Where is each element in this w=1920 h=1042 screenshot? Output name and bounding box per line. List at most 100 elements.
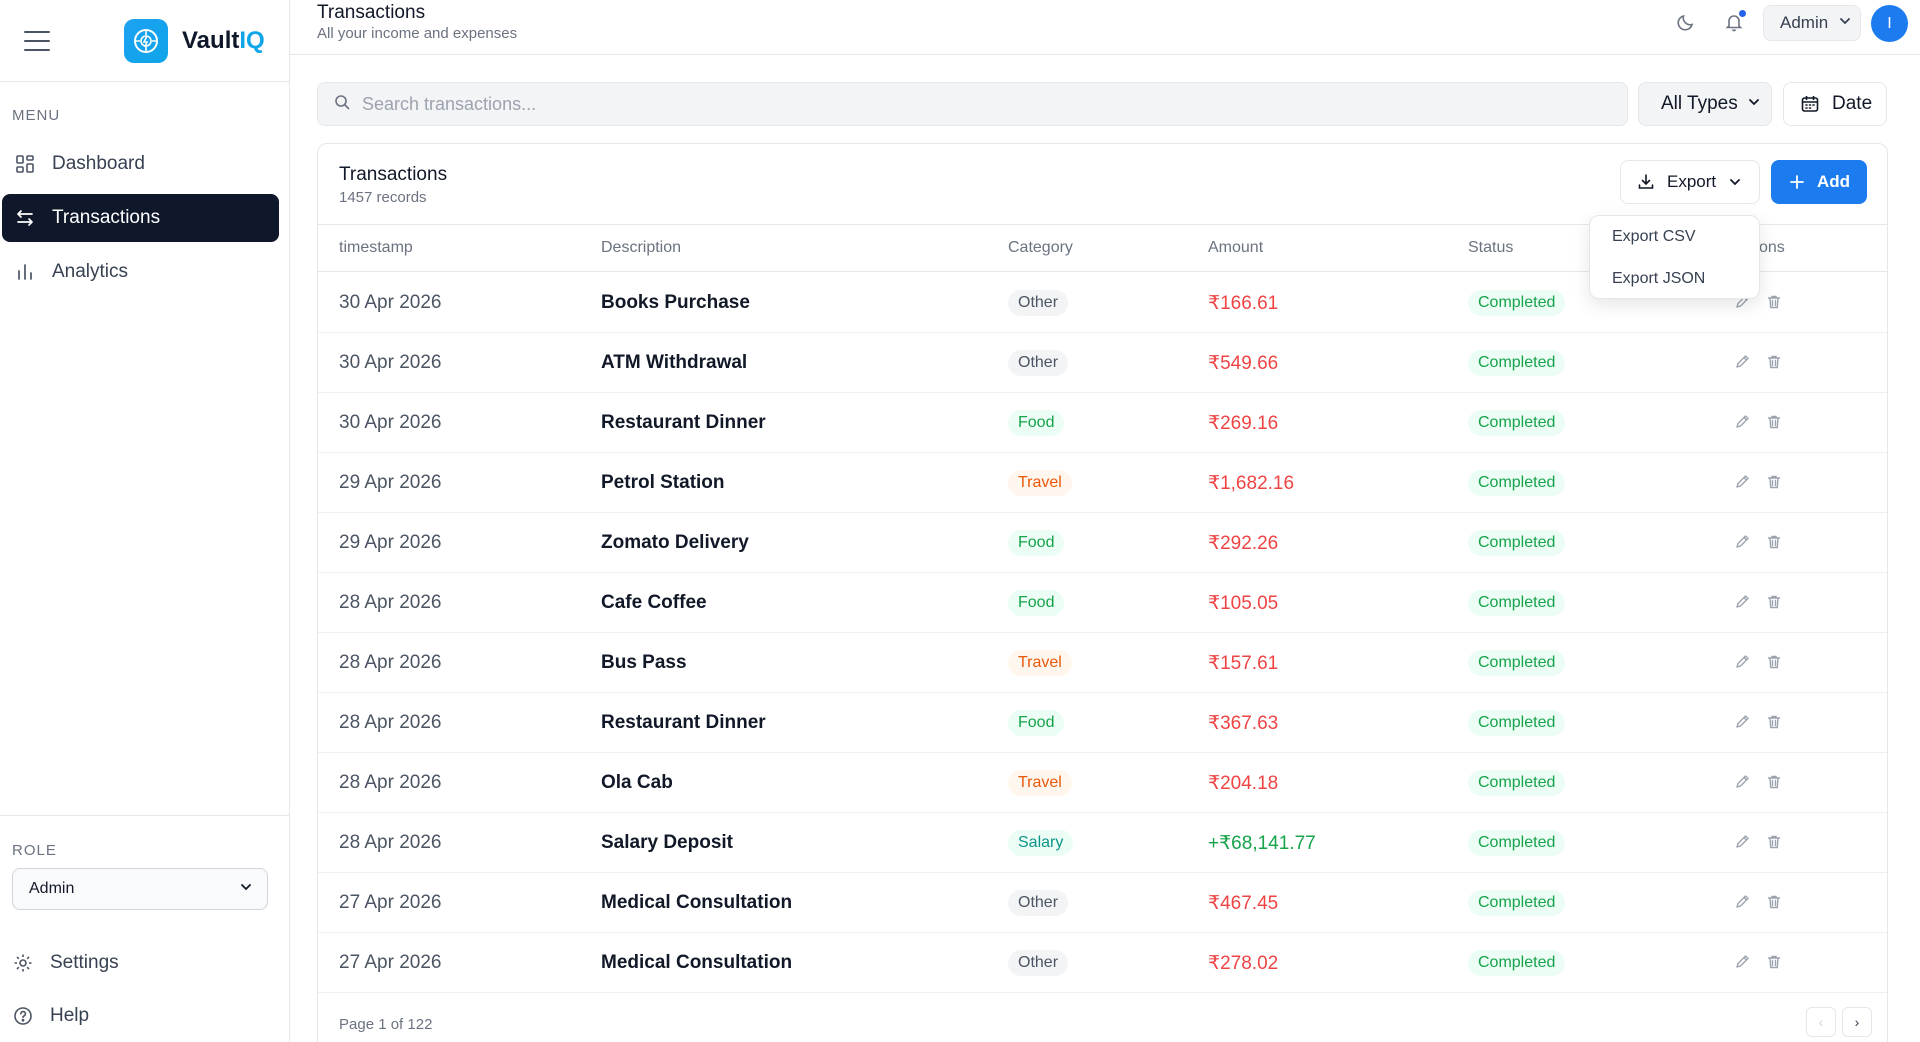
table-row[interactable]: 28 Apr 2026 Restaurant Dinner Food ₹367.63 C… — [318, 693, 1887, 753]
next-page-button[interactable]: › — [1842, 1007, 1872, 1037]
row-description: Bus Pass — [601, 652, 687, 673]
bell-icon[interactable] — [1722, 10, 1746, 34]
edit-pencil-icon[interactable] — [1731, 591, 1753, 613]
delete-trash-icon[interactable] — [1763, 651, 1785, 673]
status-badge: Completed — [1468, 890, 1566, 916]
row-amount: ₹1,682.16 — [1208, 473, 1295, 494]
edit-pencil-icon[interactable] — [1731, 351, 1753, 373]
edit-pencil-icon[interactable] — [1731, 471, 1753, 493]
category-badge: Food — [1008, 530, 1065, 556]
category-badge: Other — [1008, 290, 1069, 316]
row-date: 29 Apr 2026 — [339, 532, 442, 553]
notification-dot — [1739, 10, 1746, 17]
delete-trash-icon[interactable] — [1763, 291, 1785, 313]
settings-link[interactable]: Settings — [12, 952, 119, 974]
row-amount: ₹549.66 — [1208, 353, 1279, 374]
sidebar-item-transactions[interactable]: Transactions — [2, 194, 279, 242]
status-badge: Completed — [1468, 650, 1566, 676]
table-row[interactable]: 30 Apr 2026 Restaurant Dinner Food ₹269.16 C… — [318, 393, 1887, 453]
sidebar-item-analytics[interactable]: Analytics — [2, 248, 279, 296]
row-amount: +₹68,141.77 — [1208, 833, 1316, 854]
table-row[interactable]: 28 Apr 2026 Cafe Coffee Food ₹105.05 Complet… — [318, 573, 1887, 633]
column-header-amount[interactable]: Amount — [1208, 239, 1264, 256]
row-date: 30 Apr 2026 — [339, 352, 442, 373]
sidebar: VaultIQ MENU Dashboard Transactions Anal… — [0, 0, 290, 1042]
export-json-option[interactable]: Export JSON — [1612, 270, 1706, 287]
delete-trash-icon[interactable] — [1763, 591, 1785, 613]
delete-trash-icon[interactable] — [1763, 411, 1785, 433]
help-circle-icon — [12, 1005, 34, 1027]
row-date: 29 Apr 2026 — [339, 472, 442, 493]
table-row[interactable]: 28 Apr 2026 Salary Deposit Salary +₹68,141.… — [318, 813, 1887, 873]
row-category: Other — [1008, 290, 1069, 316]
table-row[interactable]: 28 Apr 2026 Ola Cab Travel ₹204.18 Completed — [318, 753, 1887, 813]
edit-pencil-icon[interactable] — [1731, 831, 1753, 853]
edit-pencil-icon[interactable] — [1731, 411, 1753, 433]
delete-trash-icon[interactable] — [1763, 351, 1785, 373]
export-dropdown-menu: Export CSV Export JSON — [1589, 215, 1760, 299]
edit-pencil-icon[interactable] — [1731, 891, 1753, 913]
delete-trash-icon[interactable] — [1763, 951, 1785, 973]
hamburger-menu-icon[interactable] — [24, 30, 50, 51]
column-header-category[interactable]: Category — [1008, 239, 1073, 256]
status-badge: Completed — [1468, 590, 1566, 616]
role-section-label: ROLE — [12, 842, 57, 859]
row-actions — [1731, 651, 1785, 673]
settings-label: Settings — [50, 952, 119, 973]
user-menu-label: Admin — [1780, 13, 1829, 32]
table-row[interactable]: 27 Apr 2026 Medical Consultation Other ₹278… — [318, 933, 1887, 993]
edit-pencil-icon[interactable] — [1731, 951, 1753, 973]
edit-pencil-icon[interactable] — [1731, 651, 1753, 673]
status-badge: Completed — [1468, 290, 1566, 316]
edit-pencil-icon[interactable] — [1731, 531, 1753, 553]
category-badge: Travel — [1008, 470, 1072, 496]
column-header-description[interactable]: Description — [601, 239, 682, 256]
help-link[interactable]: Help — [12, 1005, 89, 1027]
delete-trash-icon[interactable] — [1763, 891, 1785, 913]
row-category: Travel — [1008, 470, 1072, 496]
row-actions — [1731, 831, 1785, 853]
sidebar-header: VaultIQ — [0, 0, 289, 82]
role-select[interactable]: Admin — [12, 868, 268, 910]
column-header-timestamp[interactable]: timestamp — [339, 239, 413, 256]
export-csv-option[interactable]: Export CSV — [1612, 228, 1696, 245]
add-label: Add — [1817, 172, 1851, 191]
table-row[interactable]: 29 Apr 2026 Zomato Delivery Food ₹292.26 Com… — [318, 513, 1887, 573]
row-status: Completed — [1468, 410, 1566, 436]
status-badge: Completed — [1468, 530, 1566, 556]
edit-pencil-icon[interactable] — [1731, 771, 1753, 793]
plus-icon — [1789, 174, 1805, 190]
prev-page-button[interactable]: ‹ — [1806, 1007, 1836, 1037]
delete-trash-icon[interactable] — [1763, 711, 1785, 733]
date-filter-button[interactable]: Date — [1783, 82, 1887, 126]
category-badge: Travel — [1008, 650, 1072, 676]
category-badge: Food — [1008, 410, 1065, 436]
moon-icon[interactable] — [1674, 10, 1698, 34]
add-transaction-button[interactable]: Add — [1771, 160, 1867, 204]
row-amount: ₹367.63 — [1208, 713, 1279, 734]
row-status: Completed — [1468, 290, 1566, 316]
type-filter-select[interactable]: All Types — [1638, 82, 1772, 126]
table-row[interactable]: 30 Apr 2026 ATM Withdrawal Other ₹549.66 Com… — [318, 333, 1887, 393]
delete-trash-icon[interactable] — [1763, 771, 1785, 793]
table-row[interactable]: 28 Apr 2026 Bus Pass Travel ₹157.61 Complete… — [318, 633, 1887, 693]
table-row[interactable]: 27 Apr 2026 Medical Consultation Other ₹467… — [318, 873, 1887, 933]
row-description: Petrol Station — [601, 472, 725, 493]
search-input[interactable] — [362, 93, 1562, 115]
avatar[interactable]: I — [1871, 5, 1908, 42]
delete-trash-icon[interactable] — [1763, 831, 1785, 853]
user-menu-select[interactable]: Admin — [1763, 5, 1861, 41]
column-header-status[interactable]: Status — [1468, 239, 1514, 256]
delete-trash-icon[interactable] — [1763, 471, 1785, 493]
table-row[interactable]: 30 Apr 2026 Books Purchase Other ₹166.61 Com… — [318, 273, 1887, 333]
edit-pencil-icon[interactable] — [1731, 711, 1753, 733]
row-date: 27 Apr 2026 — [339, 892, 442, 913]
export-button[interactable]: Export — [1620, 160, 1760, 204]
status-badge: Completed — [1468, 410, 1566, 436]
table-row[interactable]: 29 Apr 2026 Petrol Station Travel ₹1,682.16… — [318, 453, 1887, 513]
row-date: 28 Apr 2026 — [339, 592, 442, 613]
sidebar-item-dashboard[interactable]: Dashboard — [2, 140, 279, 188]
row-date: 30 Apr 2026 — [339, 412, 442, 433]
delete-trash-icon[interactable] — [1763, 531, 1785, 553]
records-count: 1457 records — [339, 189, 427, 206]
